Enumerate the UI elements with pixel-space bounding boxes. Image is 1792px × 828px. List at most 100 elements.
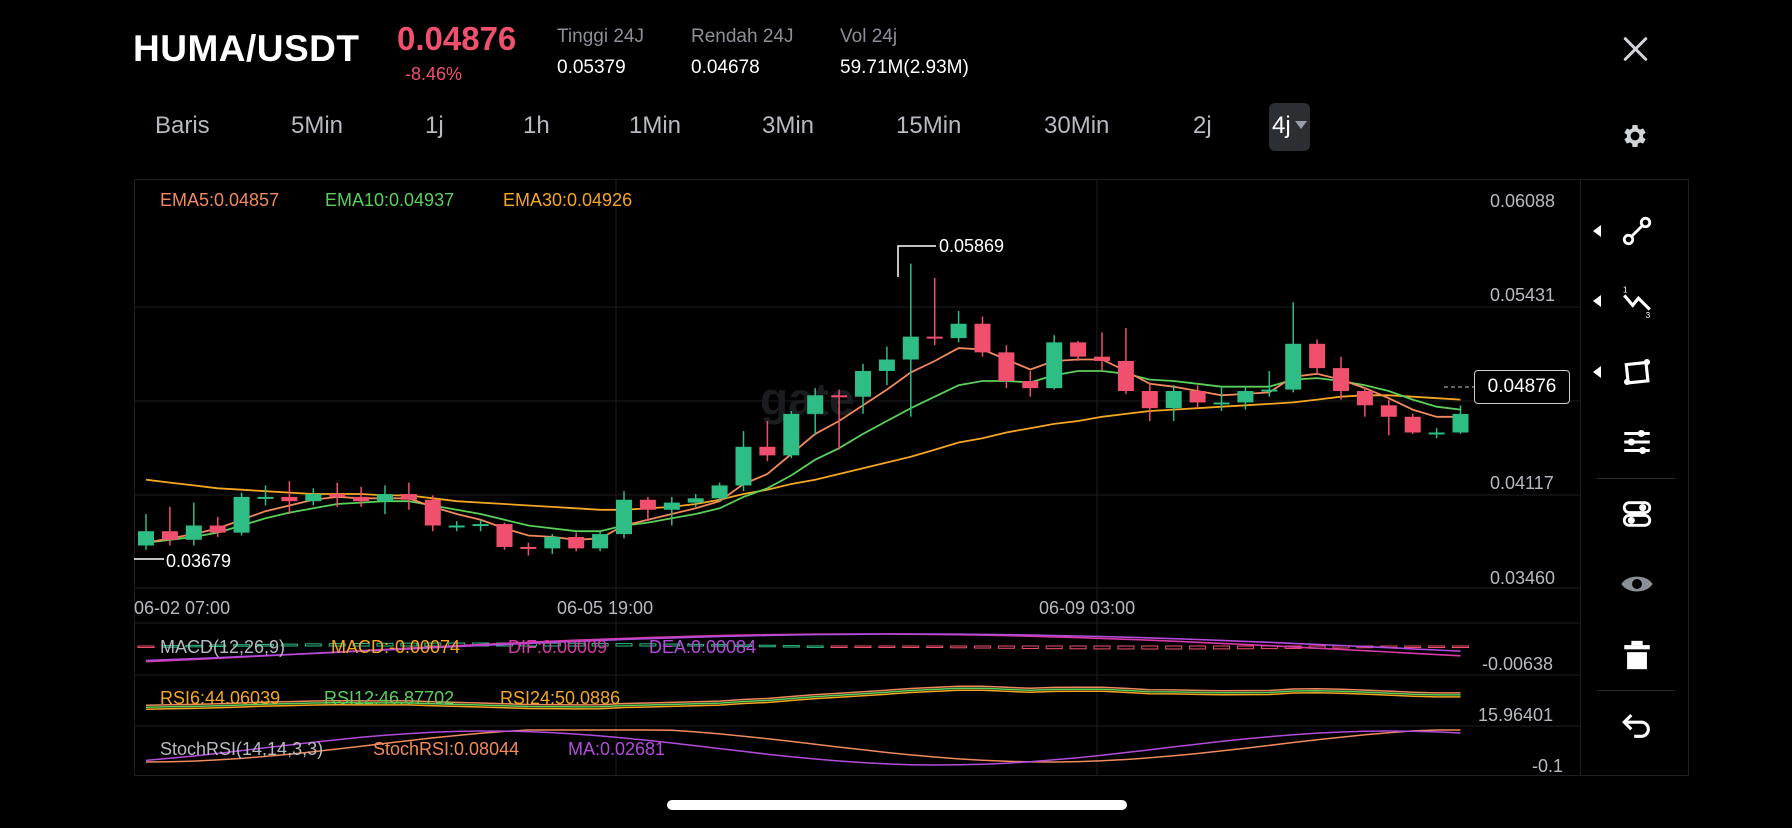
ema30-legend: EMA30:0.04926: [503, 190, 633, 210]
candle-body: [353, 496, 370, 502]
candle-body: [400, 494, 417, 500]
macd-bar: [567, 642, 585, 647]
home-indicator: [667, 800, 1127, 810]
candle-body: [807, 395, 824, 414]
candle-body: [735, 446, 752, 486]
candle-body: [639, 499, 656, 510]
macd-bar: [257, 643, 274, 647]
macd-bar: [1452, 645, 1469, 648]
candle-body: [1309, 343, 1326, 369]
macd-bar: [974, 645, 991, 649]
candle-body: [831, 395, 848, 398]
macd-bar: [280, 643, 298, 647]
macd-bar: [1021, 645, 1039, 649]
candle-body: [281, 496, 298, 502]
macd-legend: MACD(12,26,9): [160, 637, 286, 657]
macd-dif: DIF:0.00009: [508, 637, 608, 657]
candle-body: [711, 485, 728, 499]
stat-low-value: 0.04678: [691, 57, 760, 78]
toolbar-separator: [1597, 478, 1675, 479]
tab-timeframe-1j[interactable]: 1j: [425, 112, 444, 139]
macd-bar: [1069, 645, 1087, 650]
shape-tool-icon[interactable]: [1620, 355, 1654, 389]
polyline-tool-icon[interactable]: 13: [1620, 284, 1654, 318]
macd-bar: [782, 645, 800, 648]
x-axis-label: 06-09 03:00: [1039, 598, 1136, 618]
rsi-line: [145, 687, 1461, 708]
candle-body: [1189, 391, 1206, 403]
candle-body: [448, 525, 465, 528]
candles: [138, 263, 1469, 556]
macd-bar: [806, 645, 824, 648]
tab-timeframe-1h[interactable]: 1h: [523, 112, 550, 139]
eye-icon[interactable]: [1620, 567, 1654, 601]
candle-body: [855, 370, 871, 397]
expand-arrow-icon[interactable]: [1593, 295, 1601, 307]
candle-body: [472, 524, 489, 527]
macd-bar: [950, 645, 968, 649]
macd-bar: [687, 643, 705, 647]
rsi-line: [145, 685, 1461, 706]
current-price-tag: 0.04876: [1474, 370, 1570, 404]
macd-dea: DEA:0.00084: [649, 637, 757, 657]
line-tool-icon[interactable]: [1620, 214, 1654, 248]
candle-body: [1333, 368, 1349, 392]
gear-icon[interactable]: [1620, 121, 1650, 151]
candle-body: [209, 525, 226, 533]
expand-arrow-icon[interactable]: [1593, 225, 1601, 237]
toolbar-divider: [1580, 179, 1581, 776]
macd-bar: [926, 645, 944, 649]
candle-body: [998, 352, 1015, 381]
indicator-settings-icon[interactable]: [1620, 425, 1654, 459]
candle-body: [663, 502, 680, 510]
candle-body: [520, 546, 537, 549]
tab-timeframe-1min[interactable]: 1Min: [629, 112, 682, 139]
ema30-line: [145, 394, 1461, 511]
tab-timeframe-30min[interactable]: 30Min: [1044, 112, 1110, 139]
toolbar-separator: [1597, 690, 1675, 691]
macd-bar: [209, 644, 227, 648]
macd-bar: [1165, 645, 1183, 650]
macd-bar: [137, 645, 155, 648]
macd-bar: [902, 645, 920, 648]
last-price: 0.04876: [397, 20, 517, 57]
y-axis-label: 0.04117: [1490, 473, 1554, 493]
macd-bar: [304, 643, 322, 647]
tab-timeframe-15min[interactable]: 15Min: [896, 112, 962, 139]
macd-bar: [854, 645, 872, 648]
candle-body: [1046, 342, 1063, 389]
macd-bar: [1189, 645, 1207, 650]
macd-value: MACD:-0.00074: [331, 637, 461, 657]
macd-bar: [1213, 645, 1230, 650]
candle-body: [759, 446, 776, 456]
stat-volume-value: 59.71M(2.93M): [840, 57, 969, 78]
candle-body: [1094, 356, 1110, 361]
y-axis-label: 0.05431: [1490, 285, 1556, 305]
trash-icon[interactable]: [1620, 638, 1654, 672]
macd-bar: [615, 643, 633, 647]
ema5-legend: EMA5:0.04857: [160, 190, 280, 210]
stat-low-label: Rendah 24J: [691, 26, 794, 47]
candle-body: [496, 524, 513, 547]
undo-icon[interactable]: [1620, 708, 1654, 742]
macd-bar: [997, 645, 1015, 649]
price-change: -8.46%: [405, 64, 463, 84]
high-marker-label: 0.05869: [939, 236, 1004, 256]
rsi-line: [145, 689, 1461, 710]
macd-bar: [352, 642, 370, 647]
tab-timeframe-baris[interactable]: Baris: [155, 112, 210, 139]
stochrsi-line: [145, 730, 1461, 766]
macd-bar: [543, 642, 561, 647]
ema10-legend: EMA10:0.04937: [325, 190, 455, 210]
tab-timeframe-2j[interactable]: 2j: [1193, 112, 1212, 139]
indicator-toggle-icon[interactable]: [1620, 497, 1654, 531]
macd-bar: [161, 645, 179, 648]
expand-arrow-icon[interactable]: [1593, 366, 1601, 378]
candle-body: [377, 494, 393, 502]
macd-bar: [591, 642, 609, 647]
tab-timeframe-4j[interactable]: 4j: [1269, 103, 1310, 151]
tab-timeframe-5min[interactable]: 5Min: [291, 112, 344, 139]
macd-bar: [1404, 645, 1422, 648]
tab-timeframe-3min[interactable]: 3Min: [762, 112, 815, 139]
